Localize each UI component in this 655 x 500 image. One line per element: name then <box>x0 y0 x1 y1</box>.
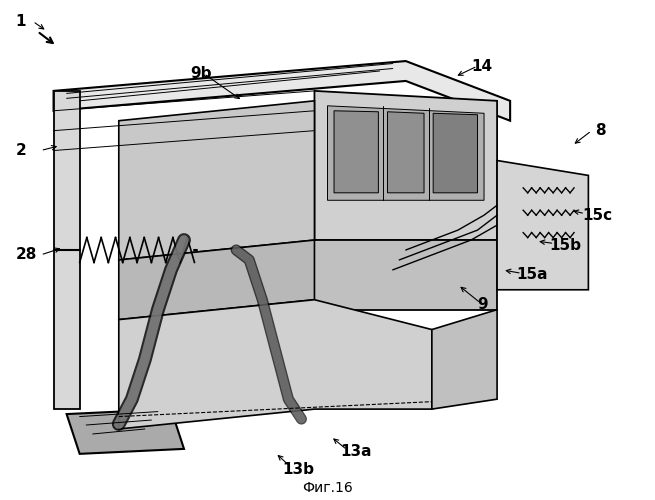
Text: 9: 9 <box>477 297 488 312</box>
Text: 13a: 13a <box>341 444 372 459</box>
Polygon shape <box>314 91 497 240</box>
Polygon shape <box>433 114 477 193</box>
Polygon shape <box>67 409 184 454</box>
Text: 28: 28 <box>16 248 37 262</box>
Polygon shape <box>388 112 424 193</box>
Polygon shape <box>119 240 314 320</box>
Text: 9b: 9b <box>191 66 212 81</box>
Polygon shape <box>119 300 432 429</box>
Text: 15c: 15c <box>582 208 612 222</box>
Polygon shape <box>328 106 484 200</box>
Text: 1: 1 <box>16 14 26 29</box>
Polygon shape <box>54 61 510 120</box>
Polygon shape <box>432 310 497 409</box>
Polygon shape <box>334 111 379 193</box>
Text: 2: 2 <box>16 143 26 158</box>
Text: 8: 8 <box>595 123 605 138</box>
Text: Фиг.16: Фиг.16 <box>302 480 353 494</box>
Polygon shape <box>497 160 588 290</box>
Polygon shape <box>314 240 497 310</box>
Text: 13b: 13b <box>282 462 314 477</box>
Text: 15b: 15b <box>550 238 581 252</box>
Text: 15a: 15a <box>517 268 548 282</box>
Polygon shape <box>54 91 80 409</box>
Polygon shape <box>119 101 314 260</box>
Text: 14: 14 <box>471 58 492 74</box>
